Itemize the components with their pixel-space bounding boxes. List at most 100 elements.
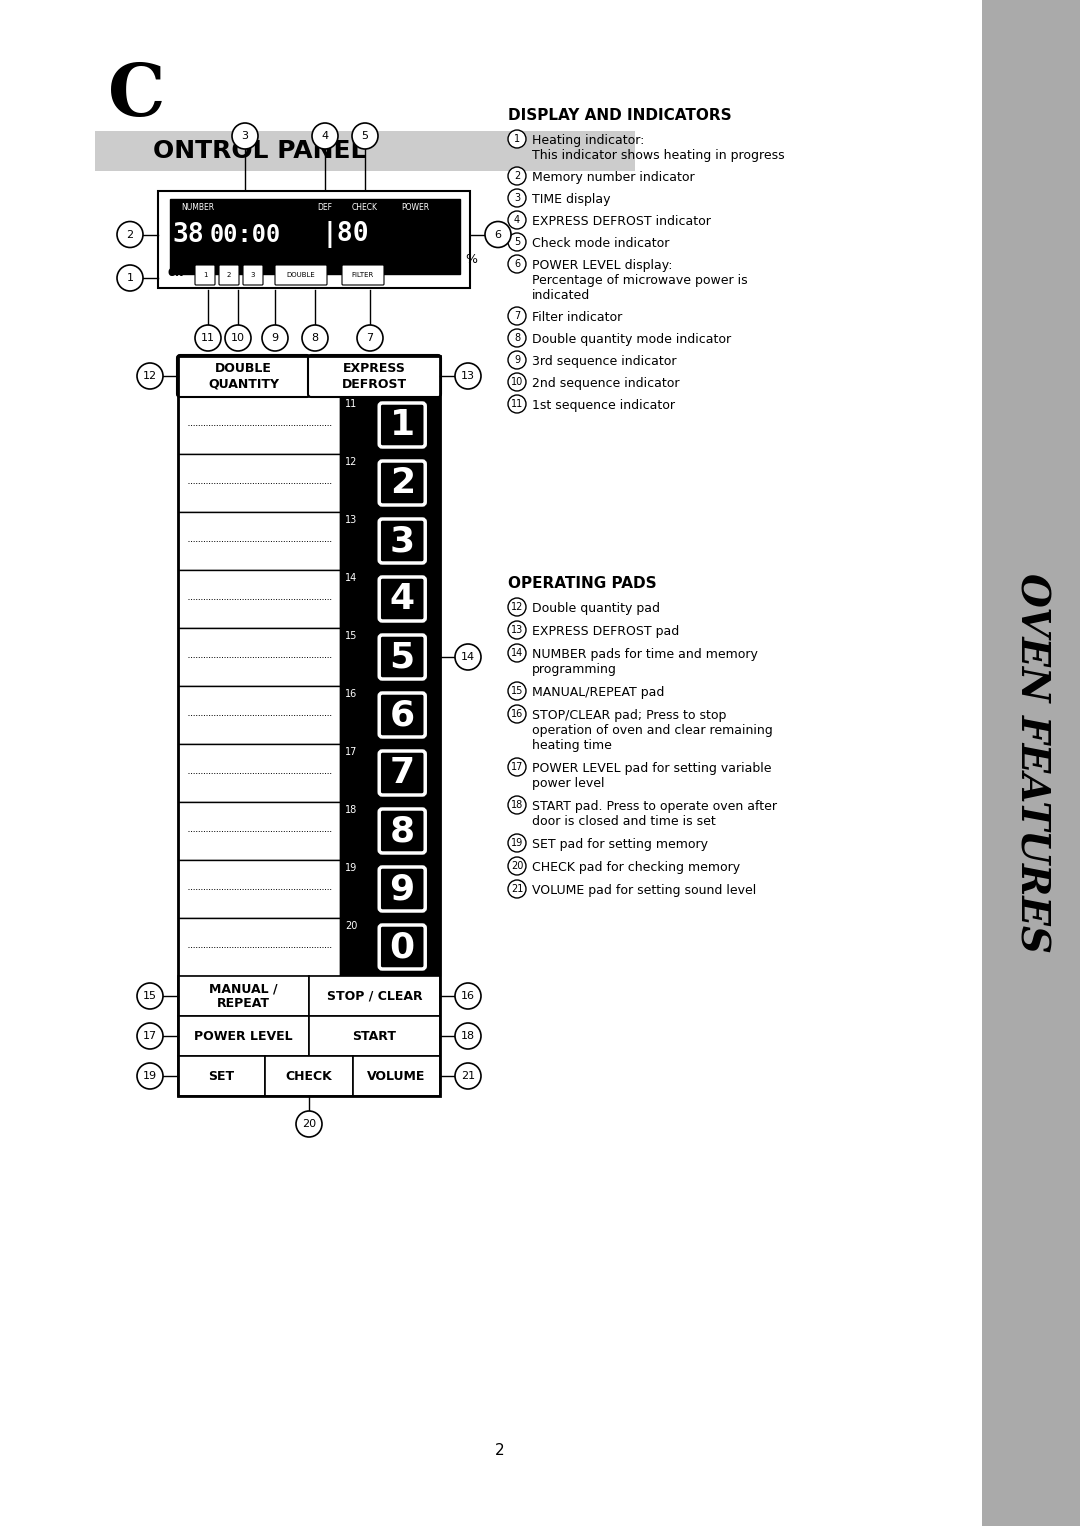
Text: 6: 6 bbox=[495, 229, 501, 240]
Text: 12: 12 bbox=[143, 371, 157, 382]
Bar bbox=[266, 1056, 353, 1096]
Text: Memory number indicator: Memory number indicator bbox=[532, 171, 694, 185]
Circle shape bbox=[508, 835, 526, 852]
Text: 20: 20 bbox=[346, 922, 357, 931]
Text: STOP/CLEAR pad; Press to stop: STOP/CLEAR pad; Press to stop bbox=[532, 710, 727, 722]
Circle shape bbox=[137, 1064, 163, 1090]
Circle shape bbox=[508, 307, 526, 325]
Bar bbox=[158, 191, 470, 288]
Text: POWER LEVEL: POWER LEVEL bbox=[194, 1030, 293, 1042]
Bar bbox=[340, 919, 440, 977]
Text: ON: ON bbox=[167, 269, 185, 278]
Circle shape bbox=[508, 351, 526, 369]
Circle shape bbox=[508, 211, 526, 229]
Circle shape bbox=[312, 124, 338, 150]
Circle shape bbox=[508, 621, 526, 639]
FancyBboxPatch shape bbox=[308, 356, 441, 397]
Text: 1: 1 bbox=[390, 407, 415, 443]
Text: 17: 17 bbox=[346, 748, 357, 757]
Text: 18: 18 bbox=[346, 806, 357, 815]
Bar bbox=[178, 455, 340, 513]
Text: Double quantity mode indicator: Double quantity mode indicator bbox=[532, 333, 731, 346]
Text: 10: 10 bbox=[231, 333, 245, 343]
Text: Double quantity pad: Double quantity pad bbox=[532, 601, 660, 615]
Text: 17: 17 bbox=[511, 761, 523, 772]
FancyBboxPatch shape bbox=[342, 266, 384, 285]
Circle shape bbox=[508, 758, 526, 777]
Text: 13: 13 bbox=[346, 514, 357, 525]
Text: 00:00: 00:00 bbox=[210, 223, 281, 247]
Bar bbox=[178, 919, 340, 977]
Text: operation of oven and clear remaining: operation of oven and clear remaining bbox=[532, 723, 773, 737]
Text: MANUAL /
REPEAT: MANUAL / REPEAT bbox=[210, 983, 278, 1010]
Text: VOLUME pad for setting sound level: VOLUME pad for setting sound level bbox=[532, 884, 756, 897]
Text: 11: 11 bbox=[346, 398, 357, 409]
Text: ONTROL PANEL: ONTROL PANEL bbox=[153, 139, 366, 163]
Text: 6: 6 bbox=[390, 697, 415, 732]
Circle shape bbox=[508, 189, 526, 208]
Text: Percentage of microwave power is: Percentage of microwave power is bbox=[532, 275, 747, 287]
Text: 14: 14 bbox=[511, 649, 523, 658]
Text: FILTER: FILTER bbox=[352, 272, 374, 278]
Text: 16: 16 bbox=[461, 990, 475, 1001]
Text: door is closed and time is set: door is closed and time is set bbox=[532, 815, 716, 829]
Text: DOUBLE
QUANTITY: DOUBLE QUANTITY bbox=[208, 362, 279, 391]
Text: 14: 14 bbox=[346, 572, 357, 583]
Text: 5: 5 bbox=[362, 131, 368, 140]
Text: 2: 2 bbox=[227, 272, 231, 278]
Text: 3: 3 bbox=[514, 192, 521, 203]
Text: 4: 4 bbox=[390, 581, 415, 617]
Text: 12: 12 bbox=[346, 456, 357, 467]
Text: 2: 2 bbox=[126, 229, 134, 240]
Bar bbox=[340, 745, 440, 803]
Text: 2nd sequence indicator: 2nd sequence indicator bbox=[532, 377, 679, 391]
Text: 6: 6 bbox=[514, 259, 521, 269]
Text: 8: 8 bbox=[390, 813, 415, 848]
Circle shape bbox=[485, 221, 511, 247]
Text: 5: 5 bbox=[514, 237, 521, 247]
Text: DEF: DEF bbox=[318, 203, 333, 212]
Circle shape bbox=[262, 325, 288, 351]
Text: STOP / CLEAR: STOP / CLEAR bbox=[326, 989, 422, 1003]
Text: 11: 11 bbox=[511, 398, 523, 409]
Circle shape bbox=[508, 395, 526, 414]
Text: 7: 7 bbox=[390, 755, 415, 790]
Circle shape bbox=[508, 797, 526, 813]
Text: OPERATING PADS: OPERATING PADS bbox=[508, 575, 657, 591]
Bar bbox=[340, 397, 440, 455]
Text: This indicator shows heating in progress: This indicator shows heating in progress bbox=[532, 150, 785, 162]
Text: 0: 0 bbox=[390, 929, 415, 964]
Text: 9: 9 bbox=[514, 356, 521, 365]
FancyBboxPatch shape bbox=[379, 461, 426, 505]
Text: 19: 19 bbox=[511, 838, 523, 848]
Circle shape bbox=[117, 266, 143, 291]
Text: 20: 20 bbox=[302, 1119, 316, 1129]
Circle shape bbox=[508, 233, 526, 250]
Text: START pad. Press to operate oven after: START pad. Press to operate oven after bbox=[532, 800, 777, 813]
Text: 2: 2 bbox=[496, 1444, 504, 1457]
Text: Heating indicator:: Heating indicator: bbox=[532, 134, 645, 146]
FancyBboxPatch shape bbox=[243, 266, 264, 285]
Text: 9: 9 bbox=[390, 871, 415, 906]
Text: 3: 3 bbox=[242, 131, 248, 140]
FancyBboxPatch shape bbox=[177, 356, 310, 397]
Text: 3: 3 bbox=[251, 272, 255, 278]
Circle shape bbox=[232, 124, 258, 150]
Text: 5: 5 bbox=[390, 639, 415, 674]
Text: indicated: indicated bbox=[532, 288, 591, 302]
Bar bbox=[178, 571, 340, 629]
Text: 15: 15 bbox=[511, 687, 523, 696]
Text: 21: 21 bbox=[461, 1071, 475, 1080]
Circle shape bbox=[508, 255, 526, 273]
Text: 9: 9 bbox=[271, 333, 279, 343]
Text: 8: 8 bbox=[311, 333, 319, 343]
FancyBboxPatch shape bbox=[379, 809, 426, 853]
Text: 38: 38 bbox=[172, 221, 204, 247]
FancyBboxPatch shape bbox=[379, 751, 426, 795]
Bar bbox=[340, 803, 440, 861]
Text: 15: 15 bbox=[346, 630, 357, 641]
Text: DISPLAY AND INDICATORS: DISPLAY AND INDICATORS bbox=[508, 108, 731, 124]
Text: 20: 20 bbox=[511, 861, 523, 871]
Circle shape bbox=[137, 983, 163, 1009]
Circle shape bbox=[296, 1111, 322, 1137]
